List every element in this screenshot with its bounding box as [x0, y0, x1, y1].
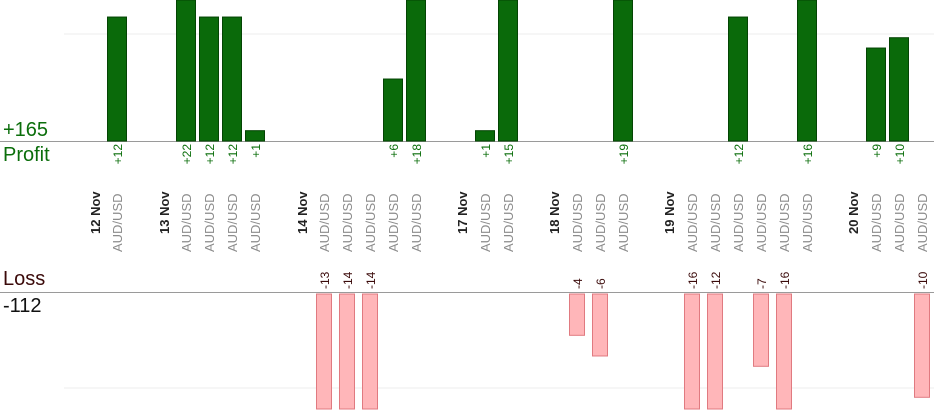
day-label: 19 Nov [662, 191, 677, 234]
profit-value-label: +22 [180, 144, 194, 165]
profit-bar [176, 0, 196, 142]
profit-value-label: +19 [617, 144, 631, 165]
loss-bar [753, 293, 769, 367]
category-label: AUD/USD [110, 193, 125, 252]
loss-bar [362, 293, 378, 410]
loss-value-label: -14 [341, 271, 355, 289]
loss-value-label: -16 [778, 271, 792, 289]
category-label: AUD/USD [685, 193, 700, 252]
profit-bar [866, 47, 886, 142]
loss-value-label: -13 [318, 271, 332, 289]
loss-value-label: -14 [364, 271, 378, 289]
category-label: AUD/USD [892, 193, 907, 252]
category-label: AUD/USD [386, 193, 401, 252]
loss-value-label: -4 [571, 278, 585, 289]
day-label: 18 Nov [547, 191, 562, 234]
loss-value-label: -16 [686, 271, 700, 289]
profit-value-label: +6 [387, 144, 401, 158]
category-label: AUD/USD [179, 193, 194, 252]
profit-bar [406, 0, 426, 142]
profit-total: +165 [3, 119, 49, 141]
loss-bar [316, 293, 332, 410]
category-label: AUD/USD [409, 193, 424, 252]
category-label: AUD/USD [202, 193, 217, 252]
loss-bar [592, 293, 608, 357]
profit-value-label: +12 [111, 144, 125, 165]
category-label: AUD/USD [363, 193, 378, 252]
loss-value-label: -7 [755, 278, 769, 289]
loss-bar [776, 293, 792, 410]
category-label: AUD/USD [248, 193, 263, 252]
category-label: AUD/USD [317, 193, 332, 252]
loss-value-label: -12 [709, 271, 723, 289]
profit-bar [222, 16, 242, 142]
category-label: AUD/USD [225, 193, 240, 252]
loss-total: -112 [3, 295, 42, 317]
loss-bar [707, 293, 723, 410]
loss-bar [339, 293, 355, 410]
profit-value-label: +12 [732, 144, 746, 165]
day-label: 20 Nov [846, 191, 861, 234]
profit-value-label: +15 [502, 144, 516, 165]
category-label: AUD/USD [915, 193, 930, 252]
profit-bar [797, 0, 817, 142]
profit-value-label: +16 [801, 144, 815, 165]
loss-bar [684, 293, 700, 410]
loss-bar [569, 293, 585, 336]
category-label: AUD/USD [593, 193, 608, 252]
category-label: AUD/USD [708, 193, 723, 252]
profit-value-label: +12 [226, 144, 240, 165]
profit-bar [107, 16, 127, 142]
profit-value-label: +1 [479, 144, 493, 158]
category-label: AUD/USD [800, 193, 815, 252]
day-label: 17 Nov [455, 191, 470, 234]
category-label: AUD/USD [570, 193, 585, 252]
profit-bar [498, 0, 518, 142]
day-label: 12 Nov [88, 191, 103, 234]
profit-bar [245, 130, 265, 142]
category-label: AUD/USD [754, 193, 769, 252]
loss-value-label: -6 [594, 278, 608, 289]
profit-value-label: +10 [893, 144, 907, 165]
category-label: AUD/USD [616, 193, 631, 252]
profit-bar [889, 37, 909, 142]
day-label: 13 Nov [157, 191, 172, 234]
profit-value-label: +12 [203, 144, 217, 165]
day-label: 14 Nov [295, 191, 310, 234]
profit-bar [475, 130, 495, 142]
loss-value-label: -10 [916, 271, 930, 289]
category-label: AUD/USD [340, 193, 355, 252]
profit-value-label: +18 [410, 144, 424, 165]
category-label: AUD/USD [501, 193, 516, 252]
profit-bar [728, 16, 748, 142]
profit-bar [383, 78, 403, 142]
profit-value-label: +9 [870, 144, 884, 158]
category-label: AUD/USD [777, 193, 792, 252]
profit-bar [613, 0, 633, 142]
loss-bar [914, 293, 930, 398]
category-label: AUD/USD [869, 193, 884, 252]
category-label: AUD/USD [731, 193, 746, 252]
profit-value-label: +1 [249, 144, 263, 158]
profit-bar [199, 16, 219, 142]
category-label: AUD/USD [478, 193, 493, 252]
profit-label: Profit [3, 144, 50, 166]
loss-label: Loss [3, 268, 46, 290]
